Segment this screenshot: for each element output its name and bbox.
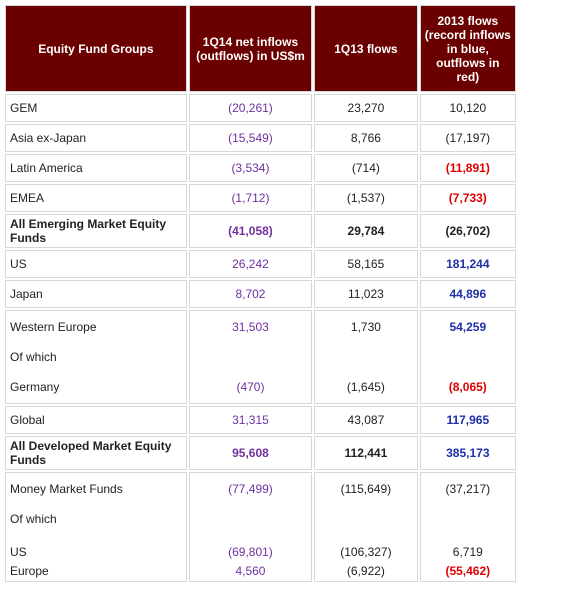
q13-flow-value: 23,270 xyxy=(314,94,418,122)
flow-2013-group: 54,259 (8,065) xyxy=(419,310,516,404)
table-row: Asia ex-Japan (15,549) 8,766 (17,197) xyxy=(5,124,516,152)
flow-2013-value: (17,197) xyxy=(419,124,516,152)
header-row: Equity Fund Groups 1Q14 net inflows (out… xyxy=(5,5,516,92)
q13-flow-value: 29,784 xyxy=(314,214,418,248)
table-row-subtotal: All Emerging Market Equity Funds (41,058… xyxy=(5,214,516,248)
row-label: All Developed Market Equity Funds xyxy=(5,436,187,470)
table-row: EMEA (1,712) (1,537) (7,733) xyxy=(5,184,516,212)
row-label: Asia ex-Japan xyxy=(5,124,187,152)
net-inflow-value: (41,058) xyxy=(188,214,313,248)
net-inflow-value: (20,261) xyxy=(188,94,313,122)
flow-2013-value: 44,896 xyxy=(419,280,516,308)
row-label: Latin America xyxy=(5,154,187,182)
table-row-grouped: Money Market Funds Of which US Europe (7… xyxy=(5,472,516,582)
flow-2013-value: (55,462) xyxy=(445,564,491,578)
row-label: Money Market Funds xyxy=(10,482,123,496)
of-which-label: Of which xyxy=(10,512,57,526)
row-label: Western Europe xyxy=(10,320,97,334)
flow-2013-value: 54,259 xyxy=(449,320,487,334)
q13-flow-value: (1,645) xyxy=(346,380,385,394)
table-row: US 26,242 58,165 181,244 xyxy=(5,250,516,278)
net-inflow-group: (77,499) (69,801) 4,560 xyxy=(188,472,313,582)
table-row: Global 31,315 43,087 117,965 xyxy=(5,406,516,434)
table-row: Latin America (3,534) (714) (11,891) xyxy=(5,154,516,182)
q13-flow-value: (115,649) xyxy=(340,482,392,496)
q13-flow-group: (115,649) (106,327) (6,922) xyxy=(314,472,418,582)
net-inflow-value: (470) xyxy=(236,380,265,394)
flow-2013-value: (8,065) xyxy=(448,380,487,394)
row-label: Germany xyxy=(10,380,60,394)
flow-2013-value: (7,733) xyxy=(419,184,516,212)
header-equity-fund-groups: Equity Fund Groups xyxy=(5,5,187,92)
row-label: Global xyxy=(5,406,187,434)
q13-flow-value: (714) xyxy=(314,154,418,182)
row-label: Japan xyxy=(5,280,187,308)
flow-2013-group: (37,217) 6,719 (55,462) xyxy=(419,472,516,582)
flow-2013-value: 6,719 xyxy=(452,545,483,559)
net-inflow-group: 31,503 (470) xyxy=(188,310,313,404)
row-label: EMEA xyxy=(5,184,187,212)
flow-2013-value: 10,120 xyxy=(419,94,516,122)
q13-flow-value: (6,922) xyxy=(346,564,385,578)
flow-2013-value: (26,702) xyxy=(419,214,516,248)
flow-2013-value: 117,965 xyxy=(419,406,516,434)
q13-flow-value: 1,730 xyxy=(350,320,381,334)
table-row-subtotal: All Developed Market Equity Funds 95,608… xyxy=(5,436,516,470)
row-label-group: Western Europe Of which Germany xyxy=(5,310,187,404)
q13-flow-value: (1,537) xyxy=(314,184,418,212)
header-1q13-flows: 1Q13 flows xyxy=(314,5,418,92)
flow-2013-value: (11,891) xyxy=(419,154,516,182)
net-inflow-value: 26,242 xyxy=(188,250,313,278)
q13-flow-value: 112,441 xyxy=(314,436,418,470)
header-1q14-net-inflows: 1Q14 net inflows (outflows) in US$m xyxy=(188,5,313,92)
q13-flow-group: 1,730 (1,645) xyxy=(314,310,418,404)
row-label: US xyxy=(10,545,27,559)
flow-2013-value: 385,173 xyxy=(419,436,516,470)
net-inflow-value: (69,801) xyxy=(228,545,273,559)
header-2013-flows: 2013 flows (record inflows in blue, outf… xyxy=(419,5,516,92)
net-inflow-value: (3,534) xyxy=(188,154,313,182)
flow-2013-value: 181,244 xyxy=(419,250,516,278)
table-row-grouped: Western Europe Of which Germany 31,503 (… xyxy=(5,310,516,404)
q13-flow-value: 8,766 xyxy=(314,124,418,152)
net-inflow-value: (15,549) xyxy=(188,124,313,152)
flow-2013-value: (37,217) xyxy=(445,482,491,496)
net-inflow-value: (1,712) xyxy=(188,184,313,212)
row-label: GEM xyxy=(5,94,187,122)
row-label: All Emerging Market Equity Funds xyxy=(5,214,187,248)
row-label-group: Money Market Funds Of which US Europe xyxy=(5,472,187,582)
net-inflow-value: 8,702 xyxy=(188,280,313,308)
row-label: US xyxy=(5,250,187,278)
table-row: Japan 8,702 11,023 44,896 xyxy=(5,280,516,308)
table-row: GEM (20,261) 23,270 10,120 xyxy=(5,94,516,122)
of-which-label: Of which xyxy=(10,350,57,364)
net-inflow-value: 4,560 xyxy=(235,564,266,578)
q13-flow-value: 43,087 xyxy=(314,406,418,434)
row-label: Europe xyxy=(10,564,49,578)
net-inflow-value: 95,608 xyxy=(188,436,313,470)
net-inflow-value: 31,315 xyxy=(188,406,313,434)
q13-flow-value: 58,165 xyxy=(314,250,418,278)
q13-flow-value: (106,327) xyxy=(340,545,392,559)
fund-flows-table: Equity Fund Groups 1Q14 net inflows (out… xyxy=(3,3,518,584)
net-inflow-value: 31,503 xyxy=(232,320,269,334)
net-inflow-value: (77,499) xyxy=(228,482,273,496)
q13-flow-value: 11,023 xyxy=(314,280,418,308)
